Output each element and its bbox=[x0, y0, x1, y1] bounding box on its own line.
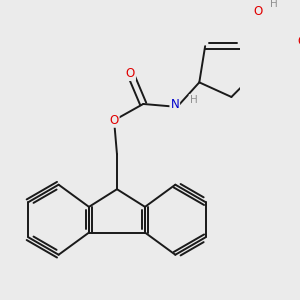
Text: O: O bbox=[297, 35, 300, 48]
Text: H: H bbox=[190, 95, 197, 105]
Text: N: N bbox=[170, 98, 179, 111]
Text: O: O bbox=[126, 67, 135, 80]
Text: H: H bbox=[270, 0, 278, 9]
Text: O: O bbox=[253, 4, 262, 18]
Text: O: O bbox=[110, 114, 119, 127]
